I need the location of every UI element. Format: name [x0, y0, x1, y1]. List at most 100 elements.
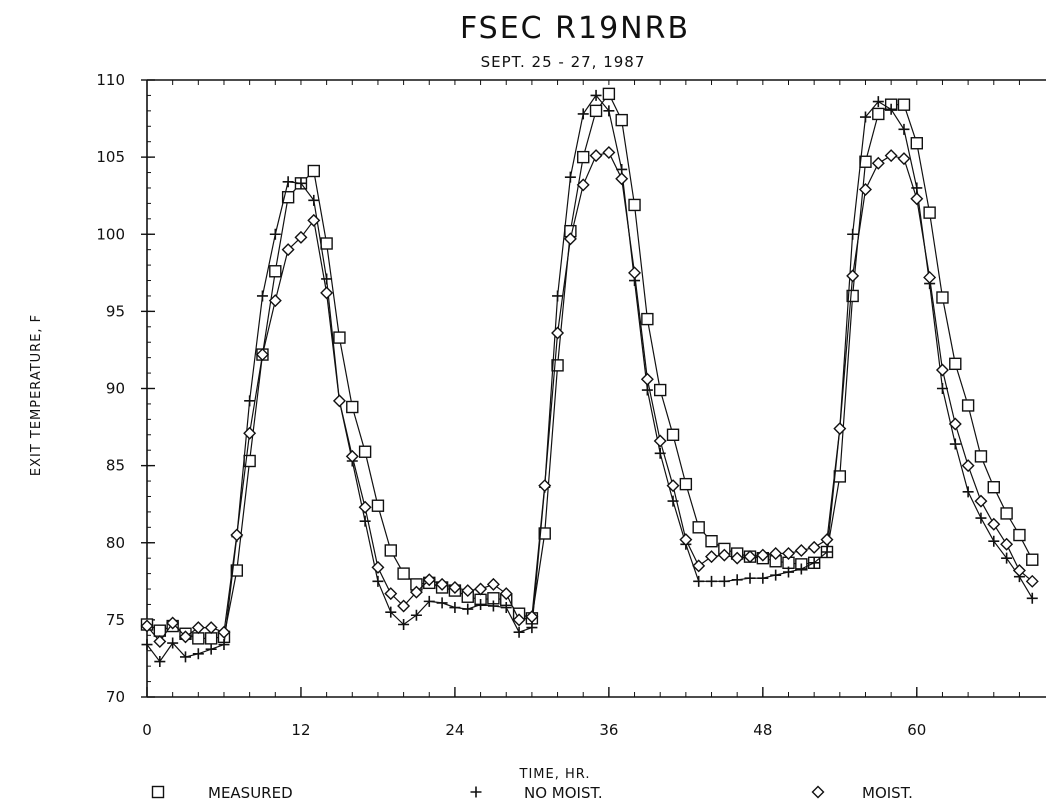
data-point-no-moist: [141, 639, 153, 651]
data-point-measured: [589, 104, 603, 118]
data-point-measured: [936, 291, 949, 304]
data-point-measured: [1013, 528, 1026, 542]
data-point-measured: [397, 567, 410, 580]
data-point-no-moist: [487, 600, 499, 612]
data-point-measured: [371, 499, 385, 512]
series-line-measured: [146, 92, 1033, 639]
data-point-measured: [320, 237, 333, 250]
x-tick-label: 60: [907, 721, 926, 739]
data-point-no-moist: [718, 575, 730, 587]
data-point-measured: [538, 527, 551, 540]
data-point-moist: [551, 326, 565, 340]
data-point-no-moist: [295, 177, 307, 189]
data-point-no-moist: [859, 111, 871, 123]
data-point-measured: [910, 137, 923, 150]
legend: MEASURED NO MOIST. MOIST.: [151, 784, 913, 802]
y-tick-label: 85: [106, 457, 125, 475]
data-point-measured: [654, 383, 667, 397]
data-point-measured: [1026, 553, 1039, 566]
data-point-moist: [679, 533, 693, 547]
data-point-no-moist: [783, 566, 794, 578]
data-point-moist: [1012, 564, 1026, 578]
data-point-moist: [320, 286, 334, 300]
data-point-moist: [653, 434, 667, 448]
data-point-moist: [255, 348, 269, 362]
data-point-moist: [666, 479, 680, 493]
data-point-measured: [641, 312, 654, 326]
data-point-measured: [551, 359, 564, 372]
series-moist: [140, 146, 1039, 648]
data-point-no-moist: [795, 563, 807, 575]
data-point-measured: [897, 98, 911, 111]
data-point-measured: [628, 198, 641, 212]
data-point-moist: [961, 459, 975, 473]
data-point-no-moist: [475, 598, 487, 610]
data-point-moist: [307, 213, 321, 227]
data-point-no-moist: [244, 395, 256, 407]
data-point-no-moist: [321, 273, 333, 285]
data-point-no-moist: [808, 557, 820, 569]
data-point-no-moist: [308, 194, 320, 206]
x-tick-label: 12: [291, 721, 310, 739]
data-point-moist: [371, 560, 385, 574]
data-point-no-moist: [962, 486, 974, 498]
legend-label-moist: MOIST.: [862, 784, 913, 802]
data-point-moist: [512, 613, 526, 627]
data-point-no-moist: [821, 546, 833, 558]
data-point-moist: [204, 621, 218, 635]
data-point-moist: [756, 548, 770, 562]
data-point-measured: [230, 564, 244, 577]
data-point-no-moist: [590, 89, 602, 101]
data-point-moist: [384, 587, 398, 601]
data-point-moist: [948, 417, 962, 431]
legend-marker-moist: [811, 785, 825, 799]
series-line-moist: [146, 151, 1033, 643]
data-point-no-moist: [936, 383, 948, 394]
data-point-measured: [269, 265, 282, 278]
data-point-measured: [974, 450, 988, 463]
data-point-no-moist: [975, 512, 987, 524]
x-axis-label: TIME, HR.: [519, 767, 591, 782]
y-tick-label: 110: [96, 71, 125, 89]
data-point-moist: [435, 577, 449, 591]
data-point-moist: [628, 266, 642, 280]
data-point-no-moist: [423, 595, 435, 607]
series-line-no-moist: [146, 94, 1033, 663]
data-point-no-moist: [1001, 552, 1013, 564]
data-point-moist: [397, 599, 411, 613]
data-point-moist: [782, 547, 795, 561]
data-point-moist: [807, 540, 821, 554]
data-point-no-moist: [731, 574, 743, 586]
data-point-measured: [872, 107, 885, 121]
data-point-measured: [192, 632, 205, 645]
data-point-measured: [949, 357, 962, 371]
data-point-no-moist: [577, 108, 589, 120]
data-point-measured: [692, 521, 705, 534]
y-tick-label: 95: [106, 302, 125, 320]
data-point-moist: [974, 494, 988, 508]
data-point-moist: [897, 152, 911, 166]
data-point-moist: [217, 625, 231, 639]
data-point-measured: [705, 535, 718, 548]
y-tick-label: 75: [106, 611, 125, 629]
data-point-measured: [846, 289, 859, 303]
data-point-moist: [179, 630, 192, 644]
data-point-no-moist: [641, 384, 653, 396]
y-tick-label: 70: [106, 688, 125, 706]
data-point-moist: [294, 230, 308, 244]
x-tick-label: 36: [599, 721, 618, 739]
y-tick-label: 100: [96, 225, 125, 243]
data-point-moist: [820, 533, 834, 547]
plot-area: 0 12 24 36 48 60 70 75 80 85 90 95 100 105 110: [96, 71, 1046, 739]
data-point-moist: [281, 243, 295, 257]
data-point-measured: [923, 206, 936, 219]
legend-label-no-moist: NO MOIST.: [524, 784, 603, 802]
series-no-moist: [141, 89, 1038, 668]
data-point-moist: [910, 192, 924, 206]
data-point-measured: [577, 150, 590, 164]
data-point-no-moist: [256, 290, 268, 302]
data-point-no-moist: [513, 626, 525, 638]
data-point-no-moist: [179, 651, 191, 663]
